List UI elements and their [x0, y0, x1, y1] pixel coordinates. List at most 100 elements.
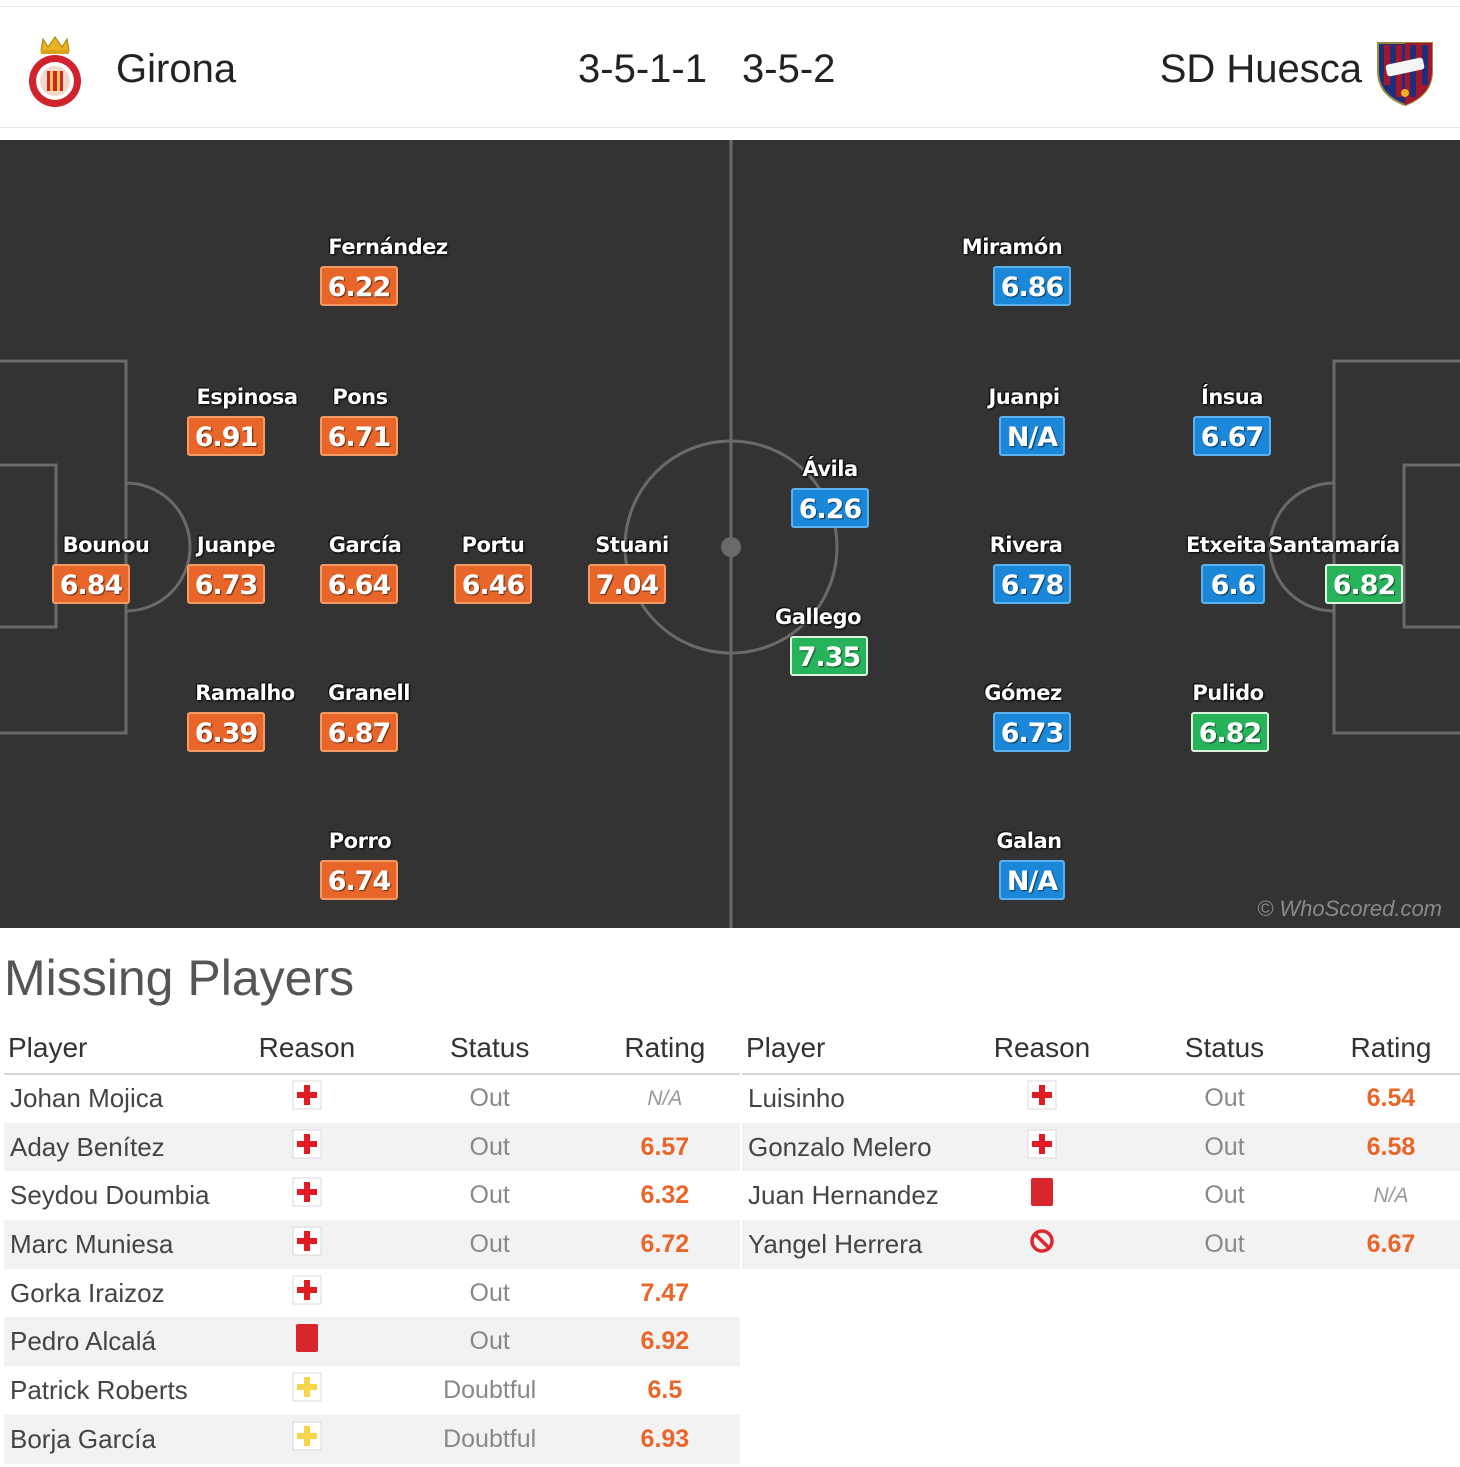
player-name: Pulido [1192, 681, 1264, 705]
home-player[interactable]: Juanpe 6.73 [156, 532, 316, 604]
table-row[interactable]: Patrick Roberts Doubtful 6.5 [4, 1366, 740, 1415]
away-player[interactable]: Etxeita 6.6 [1146, 532, 1306, 604]
player-name: Etxeita [1185, 533, 1267, 557]
player-rating: 6.26 [790, 488, 870, 528]
reason-cell [957, 1122, 1127, 1172]
injury-icon[interactable] [292, 1129, 322, 1166]
table-row[interactable]: Juan Hernandez Out N/A [742, 1171, 1460, 1220]
home-player[interactable]: Fernández 6.22 [308, 234, 468, 306]
col-status[interactable]: Status [389, 1022, 590, 1075]
away-team-name[interactable]: SD Huesca [1159, 47, 1362, 91]
table-row[interactable]: Aday Benítez Out 6.57 [4, 1122, 740, 1172]
injury-icon[interactable] [292, 1226, 322, 1263]
player-name: Stuani [595, 533, 669, 557]
away-player[interactable]: Gómez 6.73 [943, 680, 1103, 752]
red-card-icon[interactable] [294, 1323, 320, 1360]
player-name: Porro [328, 829, 392, 853]
player-rating: 6.46 [453, 564, 533, 604]
missing-player-name[interactable]: Johan Mojica [10, 1083, 164, 1114]
home-player[interactable]: Ramalho 6.39 [165, 680, 325, 752]
player-rating: 6.73 [186, 564, 266, 604]
reason-cell [224, 1220, 390, 1269]
injury-icon[interactable] [292, 1177, 322, 1214]
rating-cell: 6.54 [1366, 1084, 1416, 1113]
player-name: Gallego [774, 605, 862, 629]
table-row[interactable]: Johan Mojica Out N/A [4, 1074, 740, 1123]
rating-cell: 6.72 [589, 1220, 740, 1269]
injury-icon[interactable] [292, 1275, 322, 1312]
home-player[interactable]: García 6.64 [285, 532, 445, 604]
injury-icon[interactable] [292, 1080, 322, 1117]
away-player[interactable]: Rivera 6.78 [946, 532, 1106, 604]
player-rating: 6.86 [992, 266, 1072, 306]
table-row[interactable]: Pedro Alcalá Out 6.92 [4, 1317, 740, 1367]
col-rating[interactable]: Rating [1322, 1022, 1460, 1075]
doubtful-icon[interactable] [292, 1421, 322, 1458]
missing-player-name[interactable]: Yangel Herrera [742, 1220, 957, 1269]
table-row[interactable]: Marc Muniesa Out 6.72 [4, 1220, 740, 1269]
table-row[interactable]: Gonzalo Melero Out 6.58 [742, 1122, 1460, 1172]
home-player[interactable]: Bounou 6.84 [26, 532, 186, 604]
table-row[interactable]: Yangel Herrera Out 6.67 [742, 1220, 1460, 1269]
home-formation: 3-5-1-1 [578, 47, 707, 91]
rating-cell: 6.93 [589, 1414, 740, 1464]
table-row[interactable]: Seydou Doumbia Out 6.32 [4, 1171, 740, 1220]
status-cell: Doubtful [389, 1414, 590, 1464]
huesca-crest-icon[interactable] [1374, 37, 1436, 107]
home-player[interactable]: Portu 6.46 [413, 532, 573, 604]
away-missing-table: Player Reason Status Rating Luisinho Out 6… [742, 1022, 1460, 1269]
status-cell: Out [1204, 1084, 1245, 1113]
away-player[interactable]: Santamaría 6.82 [1254, 532, 1414, 604]
missing-player-name[interactable]: Patrick Roberts [10, 1374, 188, 1405]
away-player[interactable]: Ínsua 6.67 [1152, 384, 1312, 456]
missing-player-name[interactable]: Pedro Alcalá [4, 1317, 225, 1367]
col-status[interactable]: Status [1127, 1022, 1322, 1075]
col-rating[interactable]: Rating [589, 1022, 740, 1075]
rating-cell: 6.57 [589, 1122, 740, 1172]
missing-player-name[interactable]: Gonzalo Melero [742, 1122, 957, 1172]
doubtful-icon[interactable] [292, 1372, 322, 1409]
missing-player-name[interactable]: Luisinho [748, 1083, 845, 1114]
col-player[interactable]: Player [4, 1022, 225, 1075]
status-cell: Out [389, 1122, 590, 1172]
player-rating: 6.64 [319, 564, 399, 604]
match-header: Girona 3-5-1-1 3-5-2 SD Huesca [0, 6, 1460, 128]
away-player[interactable]: Juanpi N/A [944, 384, 1104, 456]
home-player[interactable]: Espinosa 6.91 [167, 384, 327, 456]
rating-cell: 6.5 [647, 1375, 683, 1404]
red-card-icon[interactable] [1029, 1177, 1055, 1214]
table-row[interactable]: Luisinho Out 6.54 [742, 1074, 1460, 1123]
player-rating: 6.71 [319, 416, 399, 456]
col-player[interactable]: Player [742, 1022, 957, 1075]
away-player[interactable]: Galan N/A [949, 828, 1109, 900]
home-player[interactable]: Stuani 7.04 [552, 532, 712, 604]
home-player[interactable]: Pons 6.71 [280, 384, 440, 456]
home-player[interactable]: Granell 6.87 [289, 680, 449, 752]
ineligible-icon[interactable] [1028, 1227, 1056, 1262]
status-cell: Out [389, 1220, 590, 1269]
home-player[interactable]: Porro 6.74 [280, 828, 440, 900]
col-reason[interactable]: Reason [957, 1022, 1127, 1075]
home-team-name[interactable]: Girona [116, 47, 237, 91]
away-player[interactable]: Miramón 6.86 [932, 234, 1092, 306]
missing-player-name[interactable]: Gorka Iraizoz [10, 1277, 165, 1308]
col-reason[interactable]: Reason [224, 1022, 390, 1075]
missing-player-name[interactable]: Borja García [4, 1414, 225, 1464]
girona-crest-icon[interactable] [26, 35, 84, 109]
table-row[interactable]: Borja García Doubtful 6.93 [4, 1414, 740, 1464]
status-cell: Doubtful [443, 1375, 537, 1404]
away-player[interactable]: Ávila 6.26 [750, 456, 910, 528]
missing-player-name[interactable]: Marc Muniesa [4, 1220, 225, 1269]
injury-icon[interactable] [1027, 1129, 1057, 1166]
player-name: Portu [461, 533, 525, 557]
table-row[interactable]: Gorka Iraizoz Out 7.47 [4, 1269, 740, 1318]
injury-icon[interactable] [1027, 1080, 1057, 1117]
away-player[interactable]: Pulido 6.82 [1148, 680, 1308, 752]
away-player[interactable]: Gallego 7.35 [738, 604, 898, 676]
player-rating: 6.78 [992, 564, 1072, 604]
watermark: © WhoScored.com [1257, 896, 1442, 921]
missing-player-name[interactable]: Juan Hernandez [748, 1180, 939, 1211]
missing-player-name[interactable]: Seydou Doumbia [10, 1180, 210, 1211]
missing-player-name[interactable]: Aday Benítez [4, 1122, 225, 1172]
reason-cell [224, 1269, 389, 1318]
